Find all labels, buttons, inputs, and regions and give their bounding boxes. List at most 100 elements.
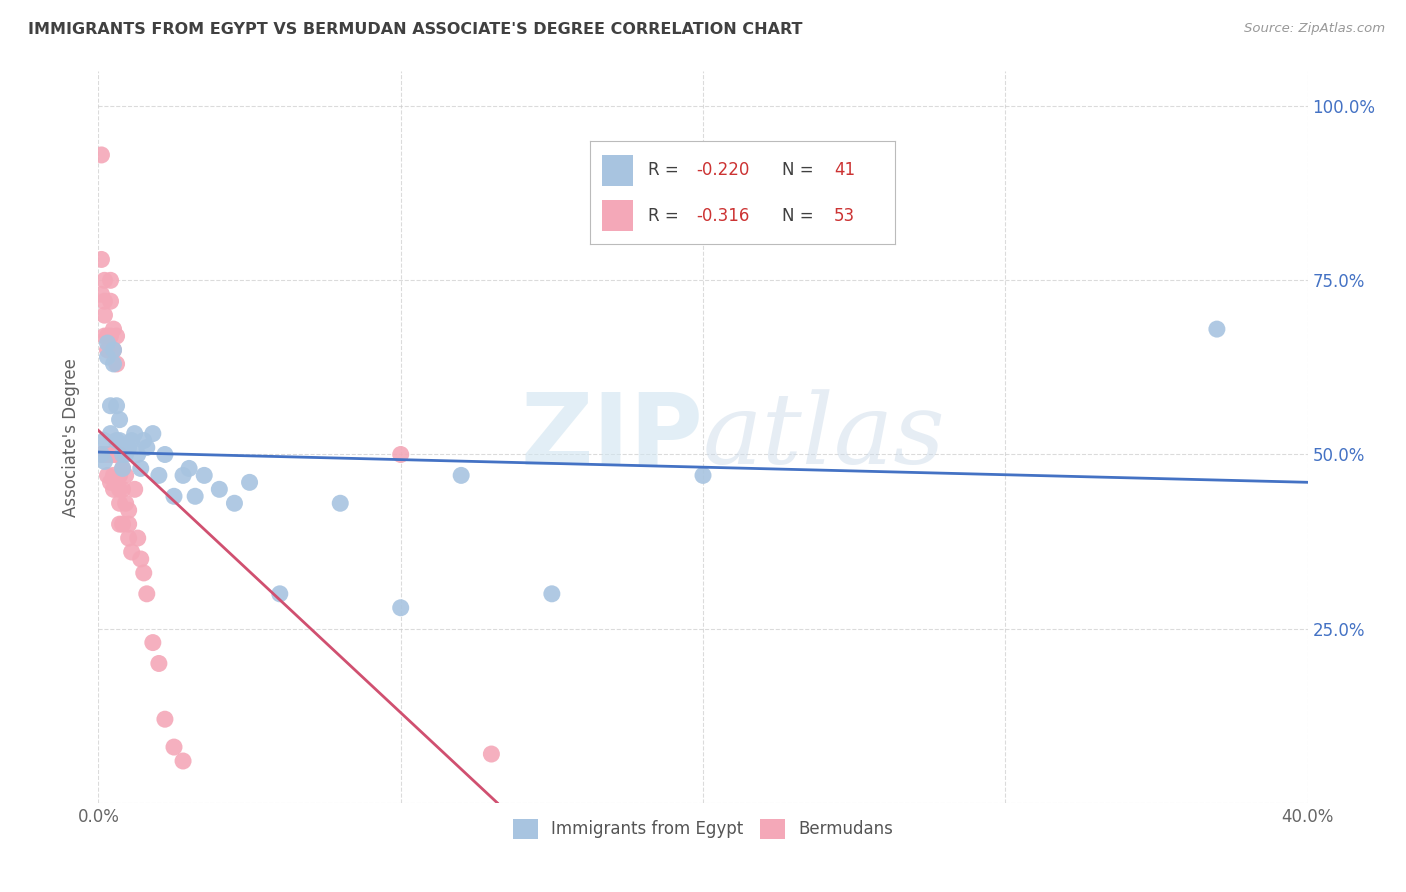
Point bbox=[100, 329, 122, 343]
Point bbox=[389, 600, 412, 615]
Point bbox=[224, 496, 246, 510]
Text: ZIP: ZIP bbox=[520, 389, 703, 485]
Point bbox=[100, 426, 122, 441]
Point bbox=[163, 489, 186, 503]
Point bbox=[105, 329, 128, 343]
Point bbox=[103, 483, 125, 497]
Point bbox=[118, 531, 141, 545]
Text: 41: 41 bbox=[834, 161, 855, 179]
Point bbox=[142, 426, 165, 441]
Point bbox=[108, 483, 131, 497]
Point bbox=[93, 273, 115, 287]
Point bbox=[103, 343, 125, 357]
Bar bbox=[602, 200, 633, 231]
Point bbox=[100, 448, 122, 462]
Point bbox=[118, 517, 141, 532]
Point bbox=[153, 712, 176, 726]
Point bbox=[269, 587, 291, 601]
Text: R =: R = bbox=[648, 161, 683, 179]
Point bbox=[111, 461, 134, 475]
Point bbox=[184, 489, 207, 503]
Point bbox=[114, 496, 136, 510]
Point bbox=[114, 448, 136, 462]
Y-axis label: Associate's Degree: Associate's Degree bbox=[62, 358, 80, 516]
Text: Source: ZipAtlas.com: Source: ZipAtlas.com bbox=[1244, 22, 1385, 36]
Point bbox=[90, 287, 112, 301]
Point bbox=[208, 483, 231, 497]
Point bbox=[129, 461, 152, 475]
Point bbox=[111, 517, 134, 532]
Point bbox=[129, 552, 152, 566]
Point bbox=[111, 483, 134, 497]
Point bbox=[118, 441, 141, 455]
Text: 53: 53 bbox=[834, 207, 855, 225]
Point bbox=[100, 294, 122, 309]
Point bbox=[105, 399, 128, 413]
Bar bbox=[602, 155, 633, 186]
Point bbox=[124, 483, 146, 497]
Point bbox=[103, 448, 125, 462]
Text: -0.316: -0.316 bbox=[696, 207, 749, 225]
Point bbox=[96, 448, 118, 462]
Point bbox=[96, 336, 118, 351]
Point bbox=[692, 468, 714, 483]
Point bbox=[90, 148, 112, 162]
Point bbox=[132, 434, 155, 448]
Point bbox=[118, 503, 141, 517]
Point bbox=[108, 412, 131, 426]
Point bbox=[108, 468, 131, 483]
Point bbox=[96, 350, 118, 364]
Point bbox=[103, 468, 125, 483]
Point bbox=[124, 426, 146, 441]
Point bbox=[105, 475, 128, 490]
Point bbox=[100, 475, 122, 490]
Point bbox=[172, 468, 194, 483]
Text: atlas: atlas bbox=[703, 390, 946, 484]
Point bbox=[105, 434, 128, 448]
Point bbox=[108, 517, 131, 532]
Point bbox=[108, 496, 131, 510]
Text: IMMIGRANTS FROM EGYPT VS BERMUDAN ASSOCIATE'S DEGREE CORRELATION CHART: IMMIGRANTS FROM EGYPT VS BERMUDAN ASSOCI… bbox=[28, 22, 803, 37]
Point bbox=[148, 657, 170, 671]
Point bbox=[540, 587, 562, 601]
Point bbox=[239, 475, 262, 490]
Point bbox=[329, 496, 352, 510]
Point bbox=[93, 448, 115, 462]
Point bbox=[193, 468, 215, 483]
Point bbox=[450, 468, 472, 483]
Point bbox=[148, 468, 170, 483]
Text: N =: N = bbox=[782, 207, 818, 225]
Point bbox=[389, 448, 412, 462]
Point bbox=[172, 754, 194, 768]
Point bbox=[96, 468, 118, 483]
Point bbox=[103, 357, 125, 371]
Point bbox=[127, 531, 149, 545]
Point bbox=[108, 448, 131, 462]
Point bbox=[100, 399, 122, 413]
Point bbox=[90, 448, 112, 462]
Point bbox=[103, 322, 125, 336]
Point bbox=[132, 566, 155, 580]
Point bbox=[179, 461, 201, 475]
Point bbox=[121, 545, 143, 559]
Point bbox=[1206, 322, 1229, 336]
Point bbox=[142, 635, 165, 649]
Point bbox=[93, 329, 115, 343]
Point bbox=[96, 343, 118, 357]
Point bbox=[121, 434, 143, 448]
Point bbox=[135, 441, 157, 455]
Point bbox=[96, 329, 118, 343]
Text: N =: N = bbox=[782, 161, 818, 179]
Point bbox=[114, 468, 136, 483]
Point bbox=[93, 294, 115, 309]
Point bbox=[105, 357, 128, 371]
Point bbox=[108, 434, 131, 448]
Legend: Immigrants from Egypt, Bermudans: Immigrants from Egypt, Bermudans bbox=[506, 812, 900, 846]
Point bbox=[90, 252, 112, 267]
Point bbox=[100, 273, 122, 287]
Text: R =: R = bbox=[648, 207, 683, 225]
Point bbox=[481, 747, 503, 761]
Point bbox=[163, 740, 186, 755]
Point bbox=[135, 587, 157, 601]
Point bbox=[111, 448, 134, 462]
